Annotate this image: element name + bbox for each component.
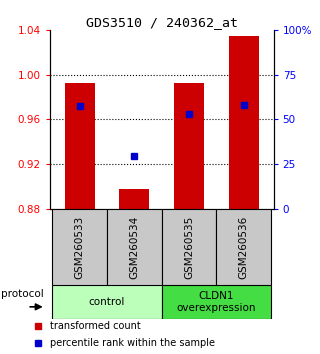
- Text: GSM260535: GSM260535: [184, 215, 194, 279]
- Text: percentile rank within the sample: percentile rank within the sample: [51, 338, 215, 348]
- Bar: [52, 209, 107, 285]
- Text: protocol: protocol: [1, 289, 44, 299]
- Text: control: control: [89, 297, 125, 307]
- Text: GSM260534: GSM260534: [129, 215, 139, 279]
- Bar: [65, 82, 95, 209]
- Bar: [162, 285, 271, 319]
- Bar: [162, 209, 216, 285]
- Text: transformed count: transformed count: [51, 321, 141, 331]
- Text: GSM260533: GSM260533: [75, 215, 85, 279]
- Bar: [119, 189, 149, 209]
- Bar: [228, 36, 259, 209]
- Bar: [107, 209, 162, 285]
- Text: GSM260536: GSM260536: [238, 215, 249, 279]
- Text: CLDN1
overexpression: CLDN1 overexpression: [177, 291, 256, 313]
- Bar: [174, 82, 204, 209]
- Bar: [216, 209, 271, 285]
- Bar: [52, 285, 162, 319]
- Title: GDS3510 / 240362_at: GDS3510 / 240362_at: [86, 16, 238, 29]
